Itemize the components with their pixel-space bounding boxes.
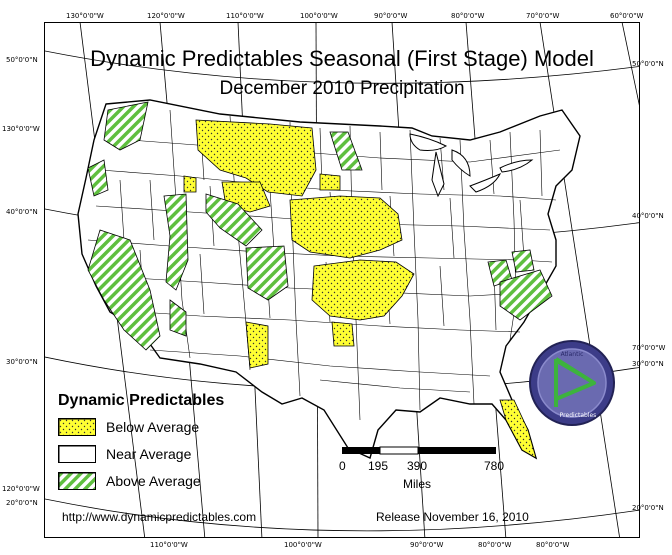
graticule-label-left: 130°0'0"W: [2, 125, 40, 133]
graticule-label-top: 100°0'0"W: [300, 12, 338, 20]
graticule-label-right: 50°0'0"N: [632, 60, 664, 68]
legend-item-below-average: Below Average: [58, 418, 258, 438]
logo-top-text: Atlantic: [561, 351, 584, 358]
legend-item-above-average: Above Average: [58, 472, 258, 492]
graticule-label-right: 40°0'0"N: [632, 212, 664, 220]
graticule-label-bottom: 110°0'0"W: [150, 541, 188, 549]
scale-tick-label: 195: [368, 459, 389, 473]
map-title: Dynamic Predictables Seasonal (First Sta…: [90, 46, 594, 71]
legend: Dynamic Predictables Below Average Near …: [58, 392, 258, 490]
scale-tick-label: 0: [339, 459, 346, 473]
scale-bar-segment: [342, 447, 380, 454]
graticule-label-left: 20°0'0"N: [6, 499, 38, 507]
logo-bottom-text: Predictables: [560, 412, 597, 419]
website-url[interactable]: http://www.dynamicpredictables.com: [62, 510, 257, 524]
graticule-label-bottom: 100°0'0"W: [284, 541, 322, 549]
below-average-regions: [183, 119, 537, 459]
graticule-label-top: 90°0'0"W: [374, 12, 408, 20]
graticule-label-left: 50°0'0"N: [6, 56, 38, 64]
graticule-label-left: 40°0'0"N: [6, 208, 38, 216]
graticule-label-top: 130°0'0"W: [66, 12, 104, 20]
blank-swatch-icon: [58, 445, 96, 463]
parallel-line: [45, 50, 639, 84]
scale-tick-label: 780: [484, 459, 505, 473]
graticule-label-right: 30°0'0"N: [632, 360, 664, 368]
scale-unit-label: Miles: [403, 477, 432, 491]
graticule-label-bottom: 90°0'0"W: [410, 541, 444, 549]
graticule-label-left: 120°0'0"W: [2, 485, 40, 493]
striped-swatch-icon: [58, 472, 96, 490]
map-subtitle: December 2010 Precipitation: [219, 78, 465, 99]
graticule-label-top: 60°0'0"W: [610, 12, 644, 20]
meridian-line: [539, 23, 620, 537]
scale-bar: [342, 446, 496, 455]
legend-label: Above Average: [106, 473, 201, 489]
map-frame: [44, 22, 640, 538]
graticule-label-right: 70°0'0"W: [632, 344, 666, 352]
parallel-line: [45, 498, 639, 532]
meridian-line: [621, 23, 639, 106]
above-average-regions: [87, 101, 553, 351]
release-date: Release November 16, 2010: [376, 510, 529, 524]
scale-tick-label: 390: [407, 459, 428, 473]
dotted-swatch-icon: [58, 418, 96, 436]
graticule-label-top: 120°0'0"W: [147, 12, 185, 20]
graticule-label-left: 30°0'0"N: [6, 358, 38, 366]
graticule-label-top: 110°0'0"W: [226, 12, 264, 20]
graticule-label-top: 80°0'0"W: [451, 12, 485, 20]
graticule-label-bottom: 80°0'0"W: [536, 541, 570, 549]
legend-item-near-average: Near Average: [58, 445, 258, 465]
great-lakes: [409, 133, 534, 198]
scale-bar-segment: [418, 447, 496, 454]
graticule-label-bottom: 80°0'0"W: [478, 541, 512, 549]
legend-label: Near Average: [106, 446, 192, 462]
atlantic-predictables-logo: Atlantic Predictables: [529, 340, 615, 426]
legend-label: Below Average: [106, 419, 200, 435]
legend-heading: Dynamic Predictables: [58, 392, 225, 409]
graticule-label-top: 70°0'0"W: [526, 12, 560, 20]
graticule-label-right: 20°0'0"N: [632, 504, 664, 512]
